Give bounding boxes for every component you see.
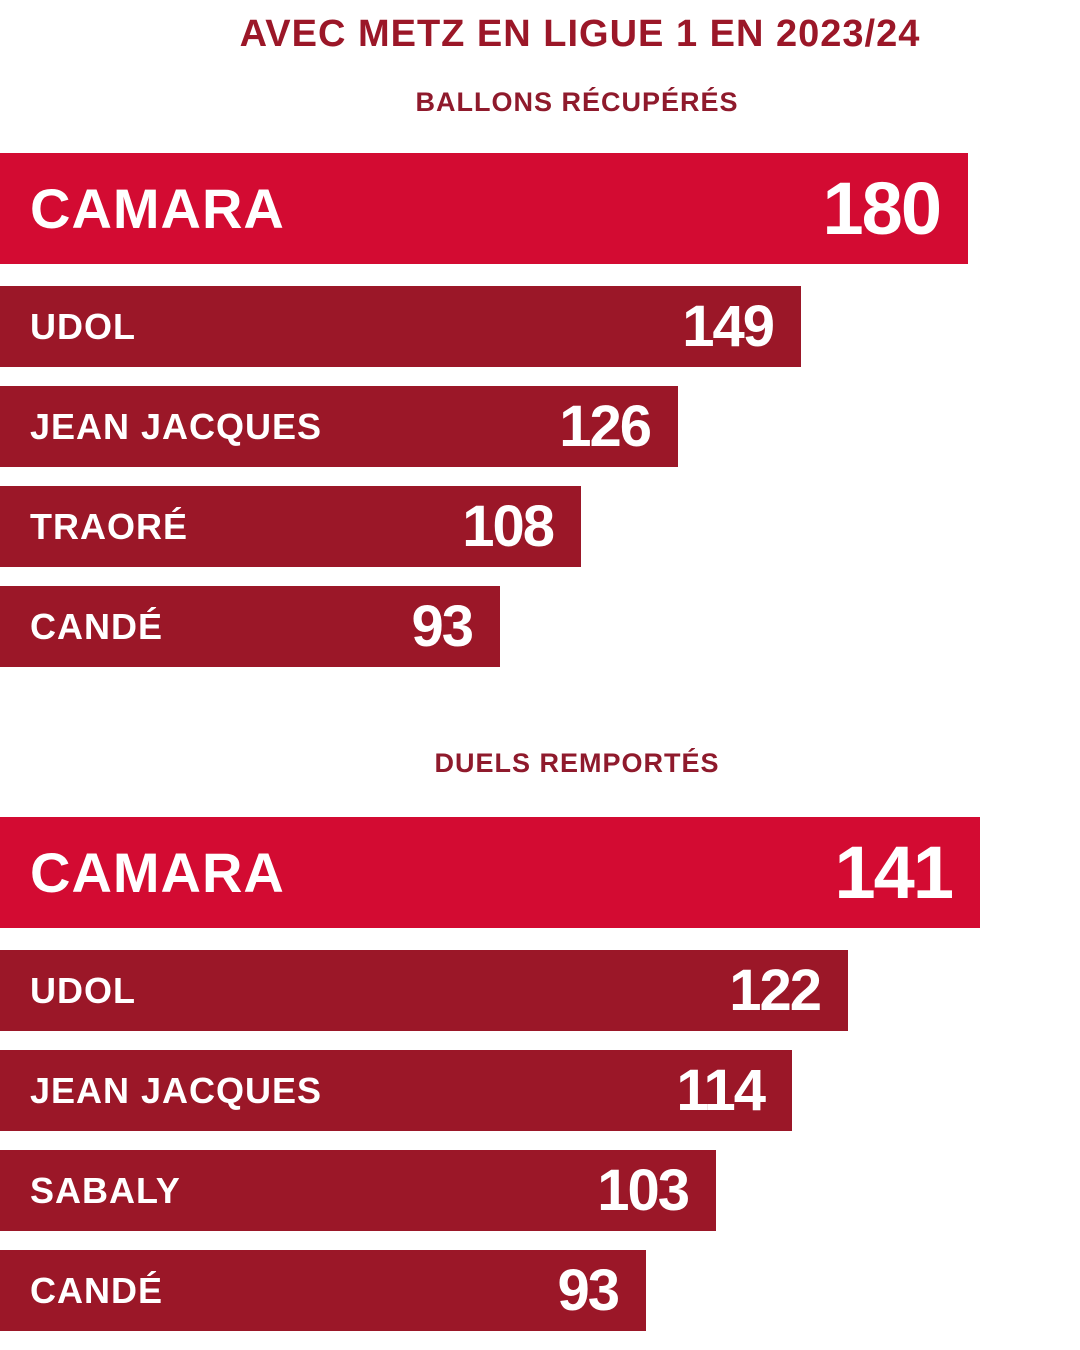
page-title: AVEC METZ EN LIGUE 1 EN 2023/24 [239, 13, 921, 55]
bar-cand-: CANDÉ 93 [0, 586, 500, 667]
bar-label: CANDÉ [30, 605, 164, 647]
bar-udol: UDOL 149 [0, 286, 801, 367]
bar-label: CAMARA [30, 841, 285, 904]
bar-value: 114 [676, 1058, 766, 1123]
bar-jean-jacques: JEAN JACQUES 114 [0, 1050, 792, 1131]
bar-jean-jacques: JEAN JACQUES 126 [0, 386, 678, 467]
bar-label: TRAORÉ [30, 505, 188, 547]
bar-value: 149 [682, 294, 775, 359]
bar-label: SABALY [30, 1169, 181, 1211]
bar-value: 141 [834, 831, 954, 914]
bar-value: 126 [559, 394, 652, 459]
bar-traor-: TRAORÉ 108 [0, 486, 581, 567]
bar-label: CANDÉ [30, 1269, 164, 1311]
bar-camara: CAMARA 141 [0, 817, 980, 928]
bar-value: 103 [597, 1158, 690, 1223]
bar-camara: CAMARA 180 [0, 153, 968, 264]
bar-value: 93 [411, 594, 473, 659]
bar-value: 122 [729, 958, 822, 1023]
bar-label: JEAN JACQUES [30, 1069, 323, 1111]
bar-sabaly: SABALY 103 [0, 1150, 716, 1231]
bar-cand-: CANDÉ 93 [0, 1250, 646, 1331]
chart-title-duels: DUELS REMPORTÉS [434, 748, 720, 778]
bar-value: 93 [557, 1258, 619, 1323]
bar-label: UDOL [30, 969, 136, 1011]
bar-value: 108 [462, 494, 555, 559]
bar-label: UDOL [30, 305, 136, 347]
bar-label: JEAN JACQUES [30, 405, 323, 447]
bar-value: 180 [822, 167, 942, 250]
chart-title-ballons: BALLONS RÉCUPÉRÉS [415, 87, 739, 117]
bar-label: CAMARA [30, 177, 285, 240]
bar-udol: UDOL 122 [0, 950, 848, 1031]
